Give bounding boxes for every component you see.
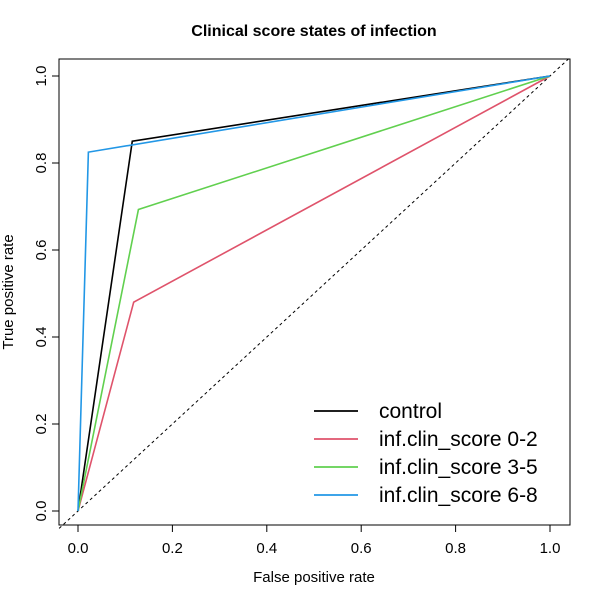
y-tick-label: 1.0 (33, 66, 50, 87)
y-tick-label: 0.6 (33, 240, 50, 261)
y-axis-label: True positive rate (0, 234, 17, 349)
x-axis: 0.0 0.2 0.4 0.6 0.8 1.0 (68, 524, 561, 557)
series-line-3 (77, 75, 551, 512)
x-tick-label: 1.0 (540, 540, 561, 557)
x-tick-label: 0.0 (68, 540, 89, 557)
x-tick-label: 0.8 (445, 540, 466, 557)
series-line-4 (77, 75, 551, 512)
y-tick-label: 0.2 (33, 414, 50, 435)
series-line-2 (77, 75, 551, 512)
y-axis: 0.0 0.2 0.4 0.6 0.8 1.0 (33, 66, 60, 522)
chart-title: Clinical score states of infection (191, 23, 436, 40)
x-tick-label: 0.6 (351, 540, 372, 557)
legend-label-1: control (379, 400, 442, 423)
x-axis-label: False positive rate (253, 569, 375, 586)
legend-label-3: inf.clin_score 3-5 (379, 456, 538, 479)
x-tick-label: 0.2 (162, 540, 183, 557)
legend-label-4: inf.clin_score 6-8 (379, 484, 538, 507)
reference-diagonal-line (58, 58, 570, 529)
x-tick-label: 0.4 (256, 540, 277, 557)
legend-label-2: inf.clin_score 0-2 (379, 428, 538, 451)
series-line-1 (77, 75, 551, 512)
y-tick-label: 0.0 (33, 501, 50, 522)
reference-line-layer (58, 58, 570, 529)
legend: control inf.clin_score 0-2 inf.clin_score … (314, 400, 538, 507)
series-layer (77, 75, 551, 512)
y-tick-label: 0.8 (33, 153, 50, 174)
y-tick-label: 0.4 (33, 327, 50, 348)
